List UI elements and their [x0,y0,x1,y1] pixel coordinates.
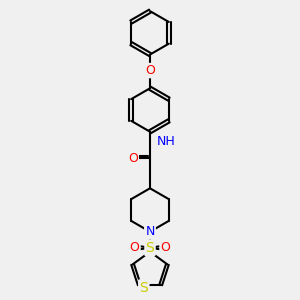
Text: S: S [140,281,148,295]
Text: O: O [145,64,155,77]
Text: O: O [128,152,138,164]
Text: O: O [160,241,170,254]
Text: O: O [130,241,140,254]
Text: NH: NH [157,136,176,148]
Text: N: N [145,225,155,238]
Text: S: S [146,241,154,255]
